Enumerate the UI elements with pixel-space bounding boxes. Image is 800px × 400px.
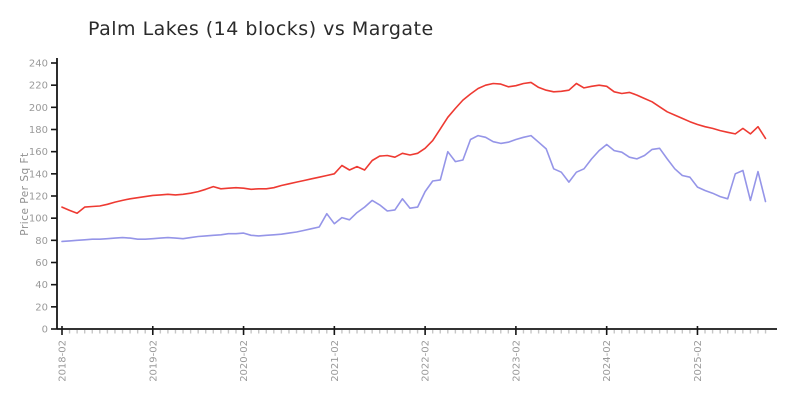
y-tick-label: 180 [29, 125, 48, 136]
x-tick-label: 2022-02 [421, 340, 432, 382]
y-tick-label: 160 [29, 147, 48, 158]
y-tick-label: 140 [29, 169, 48, 180]
x-tick-label: 2018-02 [58, 340, 69, 382]
y-tick-label: 220 [29, 81, 48, 92]
x-tick-label: 2019-02 [148, 340, 159, 382]
x-tick-label: 2024-02 [602, 340, 613, 382]
y-axis-label: Price Per Sq Ft [19, 152, 31, 236]
x-tick-labels: 2018-02 2019-02 2020-02 2021-02 2022-02 2023-… [58, 340, 704, 382]
x-tick-label: 2025-02 [693, 340, 704, 382]
series-line-red [61, 81, 767, 214]
x-tick-label: 2021-02 [330, 340, 341, 382]
x-tick-label: 2020-02 [239, 340, 250, 382]
y-tick-label: 40 [35, 280, 48, 291]
y-tick-label: 0 [42, 325, 48, 336]
y-tick-labels: 0 20 40 60 80 100 120 140 160 180 200 220 240 [29, 59, 48, 336]
y-tick-label: 20 [35, 302, 48, 313]
y-tick-label: 240 [29, 59, 48, 70]
y-ticks [51, 62, 57, 330]
data-series [61, 81, 767, 243]
x-tick-label: 2023-02 [511, 340, 522, 382]
y-tick-label: 80 [35, 236, 48, 247]
chart-title: Palm Lakes (14 blocks) vs Margate [88, 18, 434, 40]
y-tick-label: 60 [35, 258, 48, 269]
axes [56, 58, 777, 330]
y-tick-label: 100 [29, 214, 48, 225]
x-minor-ticks [68, 330, 767, 334]
series-line-blue [61, 134, 767, 243]
y-tick-label: 120 [29, 192, 48, 203]
y-tick-label: 200 [29, 103, 48, 114]
x-major-ticks [61, 326, 699, 335]
